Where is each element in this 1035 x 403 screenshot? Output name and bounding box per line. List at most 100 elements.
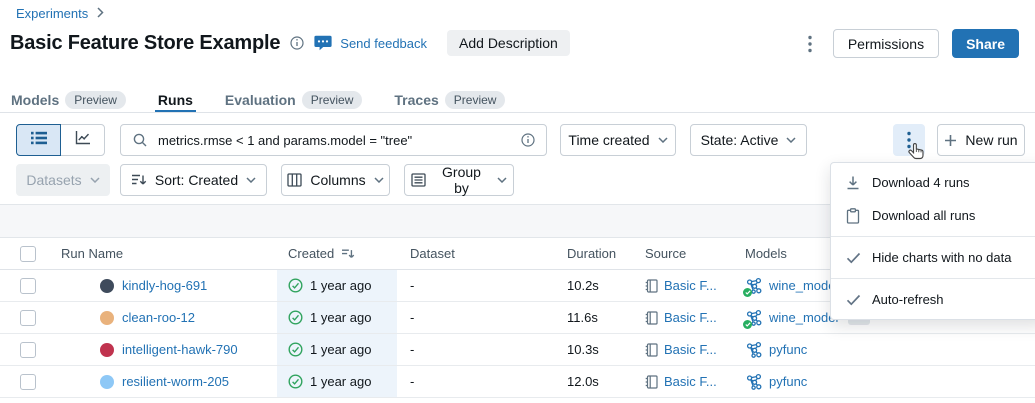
run-search-box: [120, 124, 547, 156]
chevron-down-icon: [246, 177, 256, 183]
tab-models[interactable]: Models Preview: [8, 87, 129, 113]
tabs-divider: [0, 112, 1035, 113]
notebook-icon: [645, 374, 658, 389]
check-icon: [845, 294, 861, 306]
source-link[interactable]: Basic F...: [664, 342, 717, 357]
column-header-source[interactable]: Source: [645, 246, 687, 261]
check-icon: [845, 252, 861, 264]
tab-evaluation[interactable]: Evaluation Preview: [222, 87, 365, 113]
header-kebab-menu-icon[interactable]: [800, 30, 820, 58]
model-registered-badge: [743, 319, 752, 329]
model-link[interactable]: wine_model: [769, 278, 839, 293]
chevron-down-icon: [658, 137, 668, 143]
model-link[interactable]: wine_model: [769, 310, 839, 325]
column-header-created[interactable]: Created: [288, 246, 335, 261]
run-color-dot: [100, 342, 114, 357]
page-header: Basic Feature Store Example Send feedbac…: [10, 30, 570, 56]
search-icon: [132, 132, 148, 148]
info-icon[interactable]: [290, 36, 304, 50]
run-name-link[interactable]: resilient-worm-205: [122, 374, 229, 389]
notebook-icon: [645, 342, 658, 357]
chevron-right-icon: [97, 6, 104, 21]
source-link[interactable]: Basic F...: [664, 278, 717, 293]
send-feedback-link[interactable]: Send feedback: [340, 35, 428, 51]
run-name-link[interactable]: kindly-hog-691: [122, 278, 208, 293]
duration-value: 11.6s: [567, 310, 598, 325]
source-link[interactable]: Basic F...: [664, 310, 717, 325]
row-checkbox[interactable]: [20, 341, 36, 358]
page-title: Basic Feature Store Example: [10, 31, 281, 54]
column-header-run-name[interactable]: Run Name: [61, 246, 124, 261]
group-by-dropdown[interactable]: Group by: [404, 164, 514, 196]
table-row: clean-roo-12 1 year ago - 11.6s Basic F.…: [0, 302, 1035, 334]
runs-kebab-menu-button[interactable]: [893, 124, 925, 156]
model-link[interactable]: pyfunc: [769, 374, 808, 389]
created-time: 1 year ago: [310, 342, 372, 357]
new-run-button[interactable]: New run: [937, 124, 1025, 156]
run-color-dot: [100, 310, 114, 325]
columns-icon: [287, 173, 303, 187]
status-finished-icon: [288, 342, 303, 357]
table-header-row: Run Name Created Dataset Duration Source…: [0, 238, 1035, 270]
view-mode-toggle: [16, 124, 105, 156]
add-description-button[interactable]: Add Description: [447, 30, 570, 56]
menu-item-download-selected[interactable]: Download 4 runs: [831, 166, 1035, 199]
preview-badge: Preview: [301, 91, 363, 109]
header-actions: Permissions Share: [800, 29, 1019, 58]
source-link[interactable]: Basic F...: [664, 374, 717, 389]
sort-icon: [131, 173, 147, 187]
table-row: resilient-worm-205 1 year ago - 12.0s Ba…: [0, 366, 1035, 398]
run-name-link[interactable]: intelligent-hawk-790: [122, 342, 238, 357]
chart-view-toggle[interactable]: [60, 124, 105, 156]
clipboard-icon: [845, 207, 861, 224]
model-registered-badge: [743, 287, 752, 297]
table-row: kindly-hog-691 1 year ago - 10.2s Basic …: [0, 270, 1035, 302]
menu-item-auto-refresh[interactable]: Auto-refresh: [831, 283, 1035, 316]
search-info-icon[interactable]: [521, 133, 535, 147]
group-by-icon: [411, 173, 426, 187]
download-icon: [845, 175, 861, 191]
tab-runs[interactable]: Runs: [155, 87, 196, 113]
status-finished-icon: [288, 374, 303, 389]
plus-icon: [944, 134, 957, 147]
chevron-down-icon: [786, 137, 796, 143]
list-view-toggle[interactable]: [16, 124, 61, 156]
run-color-dot: [100, 374, 114, 389]
column-header-models[interactable]: Models: [745, 246, 787, 261]
model-link[interactable]: pyfunc: [769, 342, 808, 357]
column-header-duration[interactable]: Duration: [567, 246, 617, 261]
permissions-button[interactable]: Permissions: [832, 29, 940, 58]
columns-dropdown[interactable]: Columns: [281, 164, 390, 196]
tab-traces[interactable]: Traces Preview: [391, 87, 508, 113]
search-input[interactable]: [156, 131, 513, 149]
select-all-checkbox[interactable]: [20, 245, 36, 262]
created-time: 1 year ago: [310, 278, 372, 293]
dataset-value: -: [410, 278, 415, 293]
row-checkbox[interactable]: [20, 277, 36, 294]
notebook-icon: [645, 310, 658, 325]
breadcrumb-experiments-link[interactable]: Experiments: [16, 6, 89, 21]
sort-dropdown[interactable]: Sort: Created: [120, 164, 267, 196]
row-checkbox[interactable]: [20, 373, 36, 390]
menu-item-hide-charts[interactable]: Hide charts with no data: [831, 241, 1035, 274]
state-filter-dropdown[interactable]: State: Active: [690, 124, 807, 156]
chevron-down-icon: [497, 177, 507, 183]
preview-badge: Preview: [65, 91, 126, 109]
run-name-link[interactable]: clean-roo-12: [122, 310, 195, 325]
row-checkbox[interactable]: [20, 309, 36, 326]
dataset-value: -: [410, 374, 415, 389]
list-icon: [30, 131, 47, 150]
dataset-value: -: [410, 310, 415, 325]
breadcrumb: Experiments: [16, 6, 104, 21]
sort-descending-icon[interactable]: [341, 248, 355, 260]
model-icon: [745, 373, 763, 391]
model-icon: [743, 309, 763, 329]
menu-divider: [831, 278, 1035, 279]
time-created-dropdown[interactable]: Time created: [560, 124, 676, 156]
model-icon: [745, 341, 763, 359]
menu-item-download-all[interactable]: Download all runs: [831, 199, 1035, 232]
share-button[interactable]: Share: [952, 29, 1019, 58]
chevron-down-icon: [90, 177, 100, 183]
status-finished-icon: [288, 278, 303, 293]
column-header-dataset[interactable]: Dataset: [410, 246, 455, 261]
